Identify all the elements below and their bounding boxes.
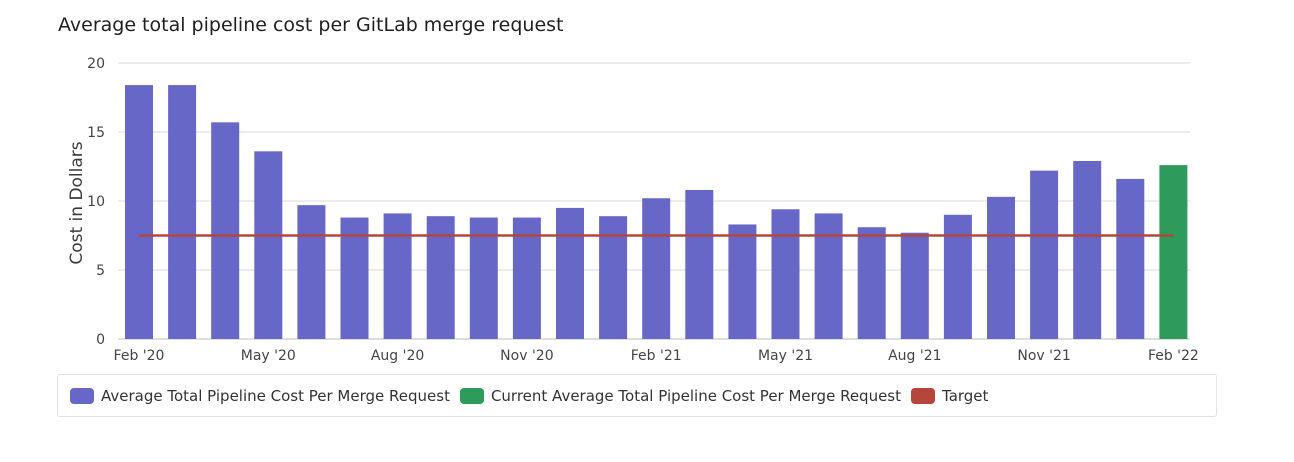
bar-average[interactable] xyxy=(254,151,283,339)
bar-average[interactable] xyxy=(1073,160,1102,339)
y-axis-ticks: 0 5 10 15 20 xyxy=(87,56,105,348)
legend-label-current: Current Average Total Pipeline Cost Per … xyxy=(490,386,902,405)
bar-average[interactable] xyxy=(556,207,584,339)
bar-average[interactable] xyxy=(857,227,886,339)
legend-swatch-current xyxy=(459,387,484,404)
x-tick-label: Feb '22 xyxy=(1148,348,1199,364)
bar-average[interactable] xyxy=(685,189,714,339)
y-tick-label: 20 xyxy=(87,56,105,72)
bar-average[interactable] xyxy=(340,217,369,339)
y-tick-label: 15 xyxy=(87,125,105,141)
x-tick-label: Feb '21 xyxy=(631,348,682,364)
bar-average[interactable] xyxy=(987,196,1015,339)
legend-label-target: Target xyxy=(942,386,989,405)
x-tick-label: May '21 xyxy=(758,348,813,364)
legend-item-target[interactable]: Target xyxy=(911,387,988,405)
bar-average[interactable] xyxy=(512,217,541,339)
bar-average[interactable] xyxy=(728,224,757,339)
bar-average[interactable] xyxy=(1030,170,1059,339)
x-tick-label: May '20 xyxy=(241,348,296,364)
x-tick-label: Nov '20 xyxy=(500,348,553,364)
bar-average[interactable] xyxy=(1116,178,1145,339)
legend-swatch-target xyxy=(911,387,936,404)
bar-average[interactable] xyxy=(211,122,240,339)
legend-item-current[interactable]: Current Average Total Pipeline Cost Per … xyxy=(459,386,902,405)
legend: Average Total Pipeline Cost Per Merge Re… xyxy=(57,374,1217,417)
x-tick-label: Aug '20 xyxy=(371,348,424,364)
x-tick-label: Nov '21 xyxy=(1017,348,1070,364)
legend-swatch-average xyxy=(70,387,94,404)
y-tick-label: 10 xyxy=(87,194,105,210)
y-tick-label: 0 xyxy=(96,332,105,348)
legend-label-average: Average Total Pipeline Cost Per Merge Re… xyxy=(101,386,450,405)
bar-current[interactable] xyxy=(1159,165,1188,339)
y-tick-label: 5 xyxy=(96,263,105,279)
bar-average[interactable] xyxy=(771,209,800,339)
x-tick-label: Aug '21 xyxy=(888,348,941,364)
bar-average[interactable] xyxy=(943,214,972,339)
legend-item-average[interactable]: Average Total Pipeline Cost Per Merge Re… xyxy=(70,387,450,405)
bar-average[interactable] xyxy=(168,85,197,339)
bar-average[interactable] xyxy=(642,198,671,339)
bar-average[interactable] xyxy=(814,213,843,339)
bar-average[interactable] xyxy=(297,205,326,339)
bar-average[interactable] xyxy=(383,213,412,339)
bar-average[interactable] xyxy=(469,217,498,339)
x-axis-ticks: Feb '20 May '20 Aug '20 Nov '20 Feb '21 May '… xyxy=(114,348,1199,364)
bar-average[interactable] xyxy=(900,232,929,339)
bar-average[interactable] xyxy=(125,85,153,339)
chart-title: Average total pipeline cost per GitLab m… xyxy=(58,14,564,36)
bars xyxy=(125,85,1188,339)
x-tick-label: Feb '20 xyxy=(114,348,165,364)
bar-chart: 0 5 10 15 20 Cost in Dollars Feb '20 May '20 A… xyxy=(67,56,1199,364)
y-axis-label: Cost in Dollars xyxy=(67,141,87,264)
